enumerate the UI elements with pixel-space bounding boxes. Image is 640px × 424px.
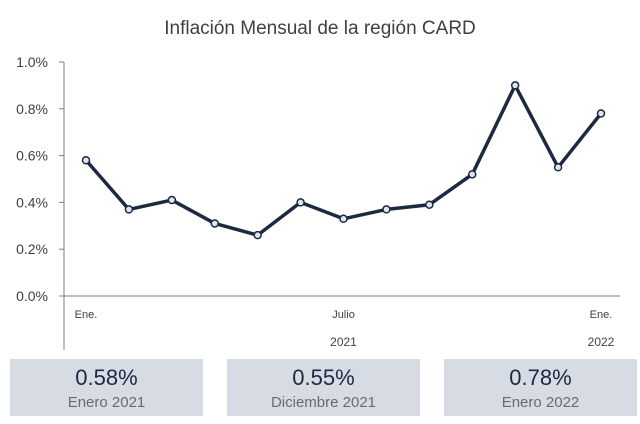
y-tick-label: 1.0% [16,54,48,70]
data-point [253,230,262,240]
stat-label: Enero 2021 [67,394,146,411]
x-tick-label: Ene. [590,309,613,321]
y-tick-label: 0.6% [16,148,48,164]
data-point [382,205,391,214]
line-chart: 0.0% 0.2% 0.4% 0.6% 0.8% 1.0% Ene. Julio Ene. 202… [16,54,620,350]
y-tick-label: 0.8% [16,101,48,117]
data-point [81,156,91,165]
stat-card-enero-2021: 0.58% Enero 2021 [10,359,203,416]
y-tick-label: 0.2% [16,241,48,257]
stat-card-enero-2022: 0.78% Enero 2022 [444,359,637,416]
y-tick-label: 0.0% [16,288,48,304]
x-tick-label: Ene. [75,309,98,321]
data-point [167,195,177,205]
series-line [84,83,603,237]
stat-value: 0.78% [509,365,572,390]
stat-value: 0.55% [292,365,355,390]
stat-label: Diciembre 2021 [270,394,377,411]
stat-card-diciembre-2021: 0.55% Diciembre 2021 [227,359,420,416]
stat-value: 0.58% [75,365,138,390]
data-point [596,109,606,118]
chart-title: Inflación Mensual de la región CARD [164,18,476,39]
data-point [296,198,305,207]
data-point [124,205,134,214]
data-point [468,170,477,179]
x-year-label: 2021 [330,335,357,349]
stat-label: Enero 2022 [501,394,580,411]
data-point [425,200,434,209]
x-year-label: 2022 [588,335,615,349]
x-tick-label: Julio [332,309,355,321]
y-tick-label: 0.4% [16,194,48,210]
data-point [510,81,520,90]
data-point [210,219,219,228]
data-point [339,214,348,224]
data-point [553,163,563,172]
